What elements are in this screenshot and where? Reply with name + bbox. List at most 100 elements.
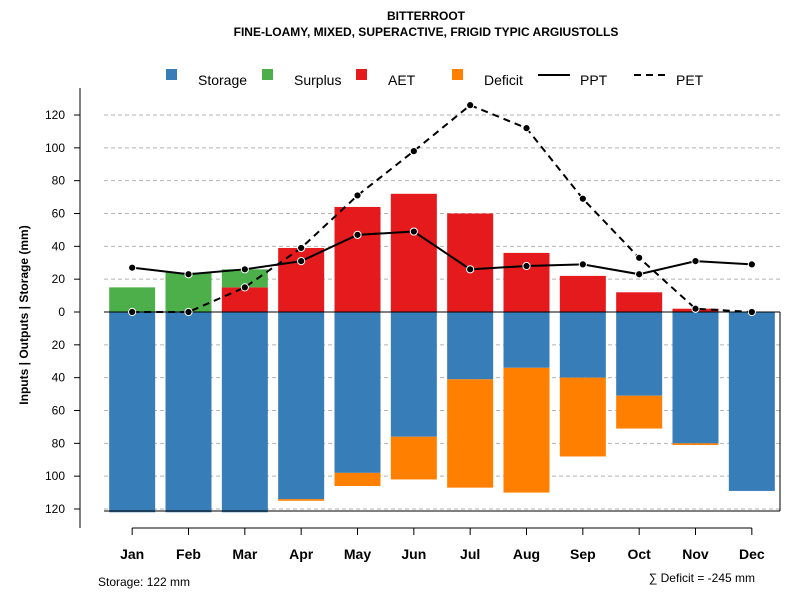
ppt-point-nov xyxy=(691,257,700,266)
ppt-line xyxy=(132,230,752,276)
aet-bar-sep xyxy=(559,275,606,312)
x-tick-label-jun: Jun xyxy=(401,546,426,562)
storage-bar-dec xyxy=(728,312,775,491)
legend-label-deficit: Deficit xyxy=(484,72,523,88)
storage-label: Storage: 122 mm xyxy=(98,575,190,589)
ppt-point-mar xyxy=(240,265,249,274)
deficit-bar-jul xyxy=(447,379,494,488)
aet-bar-may xyxy=(334,206,381,312)
x-tick-label-mar: Mar xyxy=(232,546,257,562)
surplus-bar-jan xyxy=(109,287,156,312)
surplus-bar-feb xyxy=(165,272,212,312)
pet-point-may xyxy=(353,191,362,200)
aet-bar-jun xyxy=(390,193,437,312)
storage-bar-mar xyxy=(221,312,268,513)
aet-bar-mar xyxy=(221,287,268,312)
pet-point-dec xyxy=(747,307,756,317)
deficit-bar-sep xyxy=(559,377,606,457)
legend-swatch-deficit xyxy=(452,69,463,80)
x-axis: Jan Feb Mar Apr May Jun Jul Aug Sep Oct Nov Dec xyxy=(120,527,765,562)
chart-subtitle: FINE-LOAMY, MIXED, SUPERACTIVE, FRIGID T… xyxy=(234,25,619,39)
aet-bar-jul xyxy=(447,213,494,312)
ppt-point-jan xyxy=(128,263,137,272)
legend: Storage Surplus AET Deficit PPT PET xyxy=(166,69,704,88)
deficit-sum-label: ∑ Deficit = -245 mm xyxy=(649,571,755,585)
ppt-point-dec xyxy=(747,260,756,269)
deficit-bar-oct xyxy=(616,395,663,429)
legend-label-surplus: Surplus xyxy=(294,72,341,88)
pet-point-nov xyxy=(691,304,700,313)
gridlines xyxy=(104,114,780,510)
y-tick-label-5: 20 xyxy=(52,338,66,352)
x-tick-label-nov: Nov xyxy=(682,546,709,562)
legend-swatch-surplus xyxy=(262,69,273,80)
legend-swatch-storage xyxy=(166,69,177,80)
aet-bar-aug xyxy=(503,252,550,312)
y-tick-label-0: 120 xyxy=(45,502,65,516)
ppt-point-jul xyxy=(466,265,475,274)
y-tick-label-1: 100 xyxy=(45,469,65,483)
y-tick-label-3: 60 xyxy=(52,403,66,417)
x-tick-label-oct: Oct xyxy=(627,546,651,562)
x-tick-label-dec: Dec xyxy=(739,546,765,562)
storage-bar-jul xyxy=(447,312,494,380)
deficit-bar-apr xyxy=(278,499,325,501)
storage-bar-sep xyxy=(559,312,606,378)
pet-point-jan xyxy=(128,307,137,317)
storage-bar-jan xyxy=(109,312,156,513)
ppt-point-oct xyxy=(635,270,644,279)
pet-point-apr xyxy=(297,243,306,253)
legend-label-aet: AET xyxy=(388,72,416,88)
y-axis-label: Inputs | Outputs | Storage (mm) xyxy=(17,225,31,404)
y-tick-label-4: 40 xyxy=(52,371,66,385)
storage-bar-feb xyxy=(165,312,212,513)
pet-point-sep xyxy=(578,194,587,203)
storage-bar-jun xyxy=(390,312,437,437)
legend-swatch-aet xyxy=(356,69,367,80)
storage-bar-may xyxy=(334,312,381,473)
y-tick-label-12: 120 xyxy=(45,108,65,122)
ppt-point-apr xyxy=(297,257,306,266)
y-tick-label-7: 20 xyxy=(52,272,66,286)
x-tick-label-sep: Sep xyxy=(570,546,596,562)
x-tick-label-aug: Aug xyxy=(513,546,540,562)
surplus-bar-mar xyxy=(221,269,268,288)
series-lines xyxy=(128,101,756,317)
pet-line xyxy=(132,104,752,313)
legend-label-storage: Storage xyxy=(198,72,247,88)
storage-bar-apr xyxy=(278,312,325,500)
x-tick-label-feb: Feb xyxy=(176,546,201,562)
legend-label-pet: PET xyxy=(676,72,704,88)
y-tick-label-10: 80 xyxy=(52,174,66,188)
pet-point-feb xyxy=(184,307,193,317)
y-tick-label-11: 100 xyxy=(45,141,65,155)
aet-bar-oct xyxy=(616,292,663,312)
pet-point-mar xyxy=(240,283,249,292)
x-tick-label-apr: Apr xyxy=(289,546,314,562)
pet-point-jul xyxy=(466,101,475,110)
storage-bar-aug xyxy=(503,312,550,368)
y-tick-label-6: 0 xyxy=(58,305,65,319)
pet-point-aug xyxy=(522,124,531,133)
storage-bar-nov xyxy=(672,312,719,444)
ppt-point-jun xyxy=(409,227,418,236)
legend-label-ppt: PPT xyxy=(580,72,608,88)
y-tick-label-2: 80 xyxy=(52,436,66,450)
x-tick-label-jul: Jul xyxy=(460,546,480,562)
pet-point-oct xyxy=(635,253,644,262)
ppt-point-aug xyxy=(522,261,531,271)
x-tick-label-jan: Jan xyxy=(120,546,144,562)
bars xyxy=(104,193,781,513)
y-tick-label-8: 40 xyxy=(52,239,66,253)
ppt-point-feb xyxy=(184,270,193,279)
x-tick-label-may: May xyxy=(344,546,371,562)
ppt-point-sep xyxy=(578,260,587,269)
deficit-bar-may xyxy=(334,472,381,487)
pet-point-jun xyxy=(409,147,418,156)
y-axis: 120 100 80 60 40 20 0 20 40 60 80 100 120 xyxy=(45,88,81,528)
deficit-bar-jun xyxy=(390,436,437,480)
deficit-bar-aug xyxy=(503,367,550,493)
chart-title: BITTERROOT xyxy=(387,9,466,23)
deficit-bar-nov xyxy=(672,443,719,445)
